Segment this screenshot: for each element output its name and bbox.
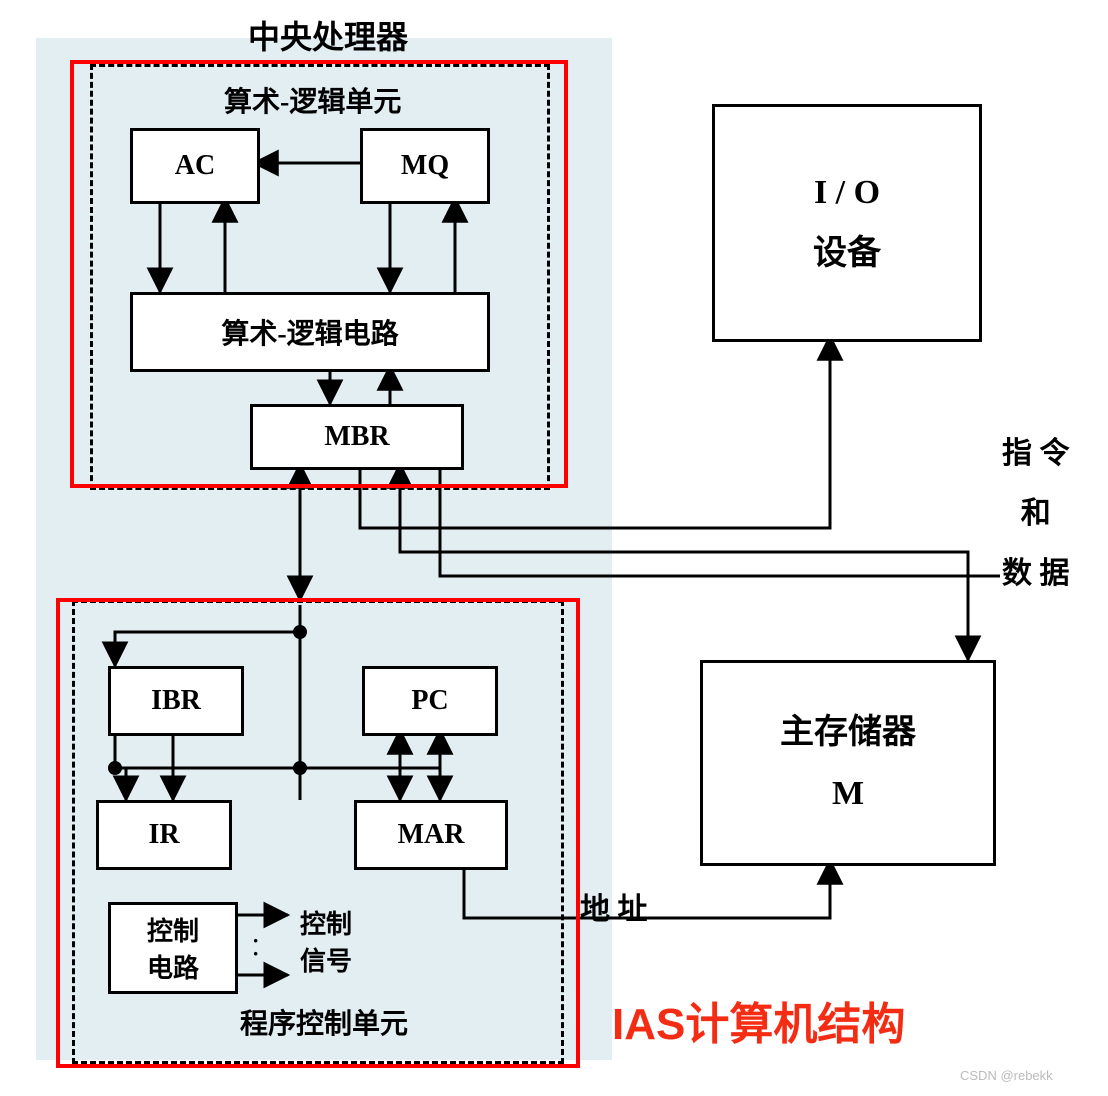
pc-register: PC xyxy=(362,666,498,736)
mbr-register: MBR xyxy=(250,404,464,470)
ac-label: AC xyxy=(175,150,215,182)
ias-title: IAS计算机结构 xyxy=(612,988,905,1052)
ibr-label: IBR xyxy=(151,685,201,717)
ir-register: IR xyxy=(96,800,232,870)
mq-label: MQ xyxy=(401,150,449,182)
diagram-root: AC MQ 算术-逻辑电路 MBR IBR PC IR MAR 控制 电路 I … xyxy=(0,0,1108,1096)
io-label: I / O 设备 xyxy=(813,162,881,284)
alu-circuit: 算术-逻辑电路 xyxy=(130,292,490,372)
ac-register: AC xyxy=(130,128,260,204)
control-circuit: 控制 电路 xyxy=(108,902,238,994)
alu-title: 算术-逻辑单元 xyxy=(224,80,401,120)
watermark: CSDN @rebekk xyxy=(960,1068,1053,1083)
ctrl-dots: ·· xyxy=(252,934,259,960)
ctrl-unit-title: 程序控制单元 xyxy=(240,1002,408,1042)
aluc-label: 算术-逻辑电路 xyxy=(221,312,398,352)
cctrl-label: 控制 电路 xyxy=(147,911,199,985)
pc-label: PC xyxy=(411,685,448,717)
ir-label: IR xyxy=(148,819,179,851)
mar-register: MAR xyxy=(354,800,508,870)
mar-label: MAR xyxy=(398,819,465,851)
mbr-label: MBR xyxy=(324,421,389,453)
main-memory: 主存储器 M xyxy=(700,660,996,866)
mem-label: 主存储器 M xyxy=(780,702,916,824)
ctrl-signals-label: 控制 信号 xyxy=(300,904,352,978)
inst-data-label: 指 令 和 数 据 xyxy=(1002,424,1070,604)
io-device: I / O 设备 xyxy=(712,104,982,342)
mq-register: MQ xyxy=(360,128,490,204)
address-label: 地 址 xyxy=(580,884,648,928)
ibr-register: IBR xyxy=(108,666,244,736)
cpu-title: 中央处理器 xyxy=(248,12,408,58)
